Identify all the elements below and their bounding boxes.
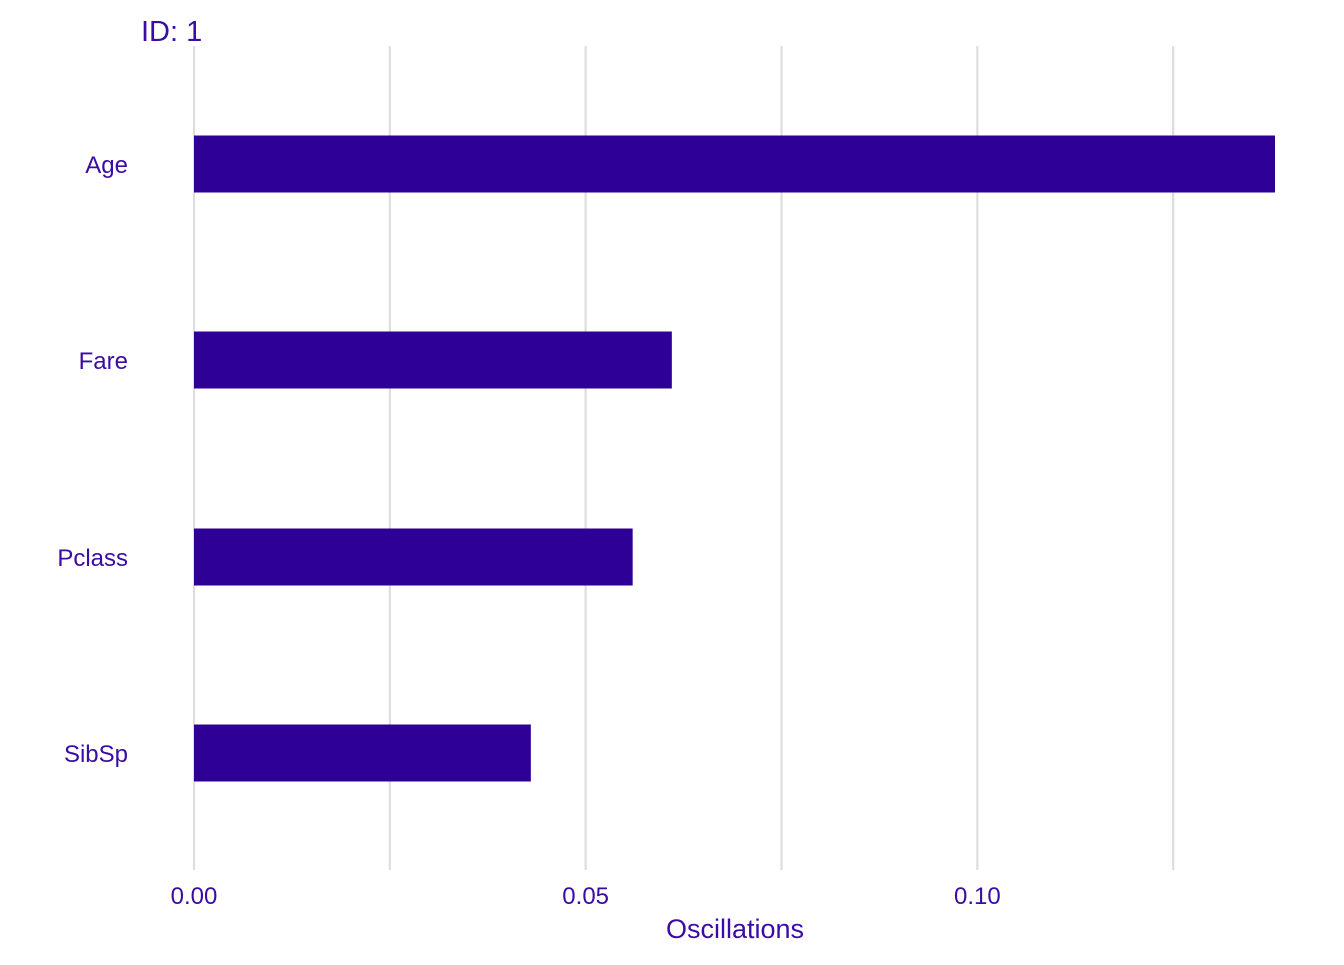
category-label: Pclass — [57, 545, 128, 572]
x-tick-label: 0.05 — [562, 883, 609, 910]
category-labels: Age Fare Pclass SibSp — [57, 152, 128, 768]
bar-fare — [194, 331, 672, 389]
bar-pclass — [194, 528, 633, 586]
x-tick-label: 0.10 — [954, 883, 1001, 910]
bar-age — [194, 135, 1275, 193]
x-tick-label: 0.00 — [171, 883, 218, 910]
category-label: Fare — [79, 348, 128, 375]
bar-sibsp — [194, 724, 531, 782]
x-axis-label: Oscillations — [666, 914, 804, 944]
category-label: SibSp — [64, 741, 128, 768]
x-tick-labels: 0.00 0.05 0.10 — [171, 883, 1001, 910]
category-label: Age — [85, 152, 128, 179]
chart-title: ID: 1 — [141, 16, 202, 48]
bars — [194, 135, 1275, 782]
